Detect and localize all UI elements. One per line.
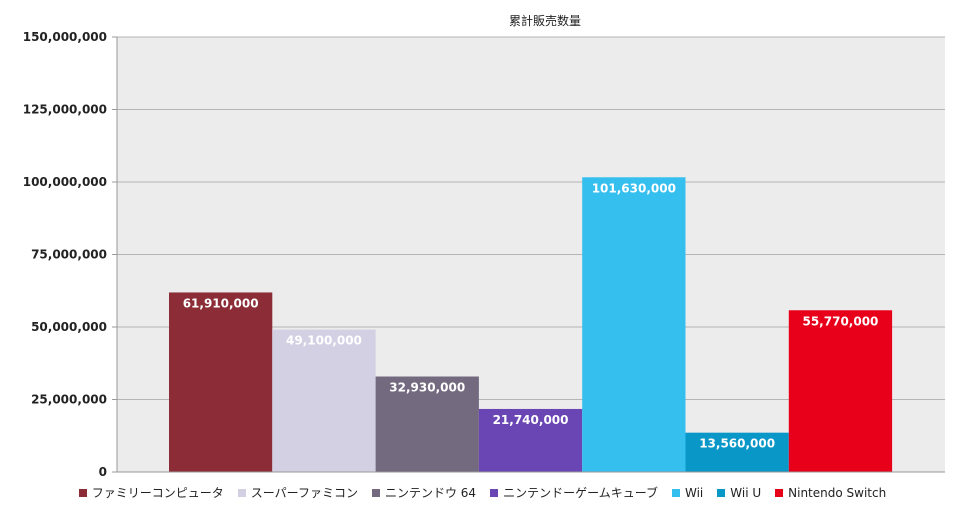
legend-label: ニンテンドーゲームキューブ (503, 486, 658, 500)
chart-title: 累計販売数量 (508, 14, 581, 28)
y-axis-ticks: 0 25,000,000 50,000,000 75,000,000 100,000,0… (23, 30, 117, 479)
bar (478, 408, 583, 472)
legend-item: スーパーファミコン (237, 484, 358, 501)
legend-label: ファミリーコンピュータ (91, 486, 224, 500)
bar (375, 376, 479, 472)
bar (169, 292, 273, 472)
y-tick-label: 50,000,000 (31, 320, 107, 334)
data-label: 61,910,000 (183, 296, 259, 310)
y-tick-label: 75,000,000 (31, 248, 107, 262)
bars (169, 177, 893, 472)
y-tick-label: 125,000,000 (23, 103, 107, 117)
legend-label: Nintendo Switch (788, 485, 887, 500)
data-label: 13,560,000 (699, 437, 775, 451)
data-labels: 61,910,000 49,100,000 32,930,000 21,740,000… (183, 181, 879, 450)
y-tick-label: 25,000,000 (31, 393, 107, 407)
data-label: 55,770,000 (802, 314, 878, 328)
legend-label: スーパーファミコン (250, 486, 358, 500)
legend-item: ニンテンドーゲームキューブ (490, 484, 658, 501)
bar (788, 310, 893, 472)
legend-swatch (490, 488, 499, 497)
y-tick-label: 0 (99, 465, 107, 479)
legend-swatch (78, 488, 87, 497)
legend-swatch (717, 488, 726, 497)
y-tick-label: 150,000,000 (23, 30, 107, 44)
legend: ファミリーコンピュータ スーパーファミコン ニンテンドウ 64 ニンテンドーゲームキュ… (0, 484, 965, 501)
data-label: 32,930,000 (389, 381, 465, 395)
legend-label: Wii (684, 485, 704, 500)
legend-item: Nintendo Switch (775, 486, 886, 500)
legend-item: Wii (671, 485, 704, 500)
bar (685, 432, 789, 472)
legend-label: ニンテンドウ 64 (384, 486, 477, 500)
legend-item: ファミリーコンピュータ (78, 484, 224, 501)
bar (272, 329, 376, 472)
data-label: 21,740,000 (493, 413, 569, 427)
y-tick-label: 100,000,000 (23, 175, 107, 189)
legend-item: Wii U (717, 486, 761, 500)
legend-swatch (671, 488, 680, 497)
legend-swatch (237, 488, 246, 497)
legend-swatch (775, 488, 784, 497)
data-label: 49,100,000 (286, 334, 362, 348)
bar-chart: 0 25,000,000 50,000,000 75,000,000 100,000,0… (23, 30, 945, 479)
legend-item: ニンテンドウ 64 (371, 484, 477, 501)
bar (582, 177, 686, 472)
legend-label: Wii U (730, 485, 762, 500)
data-label: 101,630,000 (592, 181, 676, 195)
legend-swatch (371, 488, 380, 497)
